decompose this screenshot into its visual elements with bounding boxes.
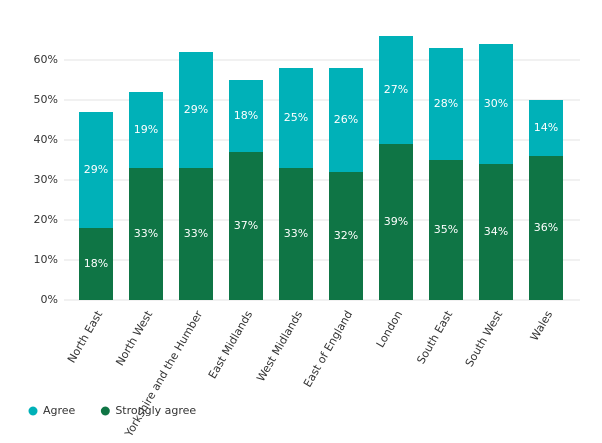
x-tick-label: North East bbox=[65, 308, 106, 365]
bar-segment bbox=[479, 44, 513, 164]
value-label: 25% bbox=[284, 111, 308, 124]
y-tick-label: 60% bbox=[34, 53, 58, 66]
bar-segment bbox=[229, 80, 263, 152]
y-tick-label: 50% bbox=[34, 93, 58, 106]
legend-marker bbox=[28, 406, 38, 416]
y-tick-label: 30% bbox=[34, 173, 58, 186]
legend-marker bbox=[100, 406, 110, 416]
bar-segment bbox=[279, 168, 313, 300]
bar-segment bbox=[329, 68, 363, 172]
x-tick-label: West Midlands bbox=[254, 308, 305, 384]
bar-segment bbox=[229, 152, 263, 300]
value-label: 37% bbox=[234, 219, 258, 232]
value-label: 29% bbox=[184, 103, 208, 116]
x-tick-label: North West bbox=[113, 308, 155, 368]
value-label: 33% bbox=[184, 227, 208, 240]
x-tick-label: South West bbox=[463, 308, 506, 369]
legend-label: Strongly agree bbox=[115, 404, 196, 417]
bar-segment bbox=[379, 144, 413, 300]
bar-segment bbox=[129, 92, 163, 168]
value-label: 30% bbox=[484, 97, 508, 110]
bar-segment bbox=[179, 168, 213, 300]
value-label: 28% bbox=[434, 97, 458, 110]
value-label: 39% bbox=[384, 215, 408, 228]
bar-segment bbox=[329, 172, 363, 300]
bar-segment bbox=[479, 164, 513, 300]
x-tick-label: East of England bbox=[301, 309, 355, 390]
value-label: 33% bbox=[284, 227, 308, 240]
value-label: 18% bbox=[84, 257, 108, 270]
value-label: 26% bbox=[334, 113, 358, 126]
value-label: 32% bbox=[334, 229, 358, 242]
bar-segment bbox=[179, 52, 213, 168]
bar-segment bbox=[529, 156, 563, 300]
value-label: 18% bbox=[234, 109, 258, 122]
x-tick-label: South East bbox=[414, 308, 455, 366]
y-tick-label: 20% bbox=[34, 213, 58, 226]
bar-segment bbox=[129, 168, 163, 300]
value-label: 27% bbox=[384, 83, 408, 96]
x-tick-label: London bbox=[374, 308, 405, 349]
value-label: 35% bbox=[434, 223, 458, 236]
bar-segment bbox=[429, 48, 463, 160]
bar-segment bbox=[429, 160, 463, 300]
value-label: 33% bbox=[134, 227, 158, 240]
bar-segment bbox=[79, 228, 113, 300]
bar-segment bbox=[529, 100, 563, 156]
y-tick-label: 40% bbox=[34, 133, 58, 146]
value-label: 14% bbox=[534, 121, 558, 134]
value-label: 34% bbox=[484, 225, 508, 238]
y-tick-label: 0% bbox=[41, 293, 58, 306]
x-tick-label: East Midlands bbox=[206, 308, 256, 381]
value-label: 29% bbox=[84, 163, 108, 176]
bar-segment bbox=[279, 68, 313, 168]
legend-label: Agree bbox=[43, 404, 76, 417]
value-label: 19% bbox=[134, 123, 158, 136]
bar-segment bbox=[79, 112, 113, 228]
value-label: 36% bbox=[534, 221, 558, 234]
x-tick-label: Wales bbox=[528, 308, 556, 343]
y-tick-label: 10% bbox=[34, 253, 58, 266]
bar-segment bbox=[379, 36, 413, 144]
